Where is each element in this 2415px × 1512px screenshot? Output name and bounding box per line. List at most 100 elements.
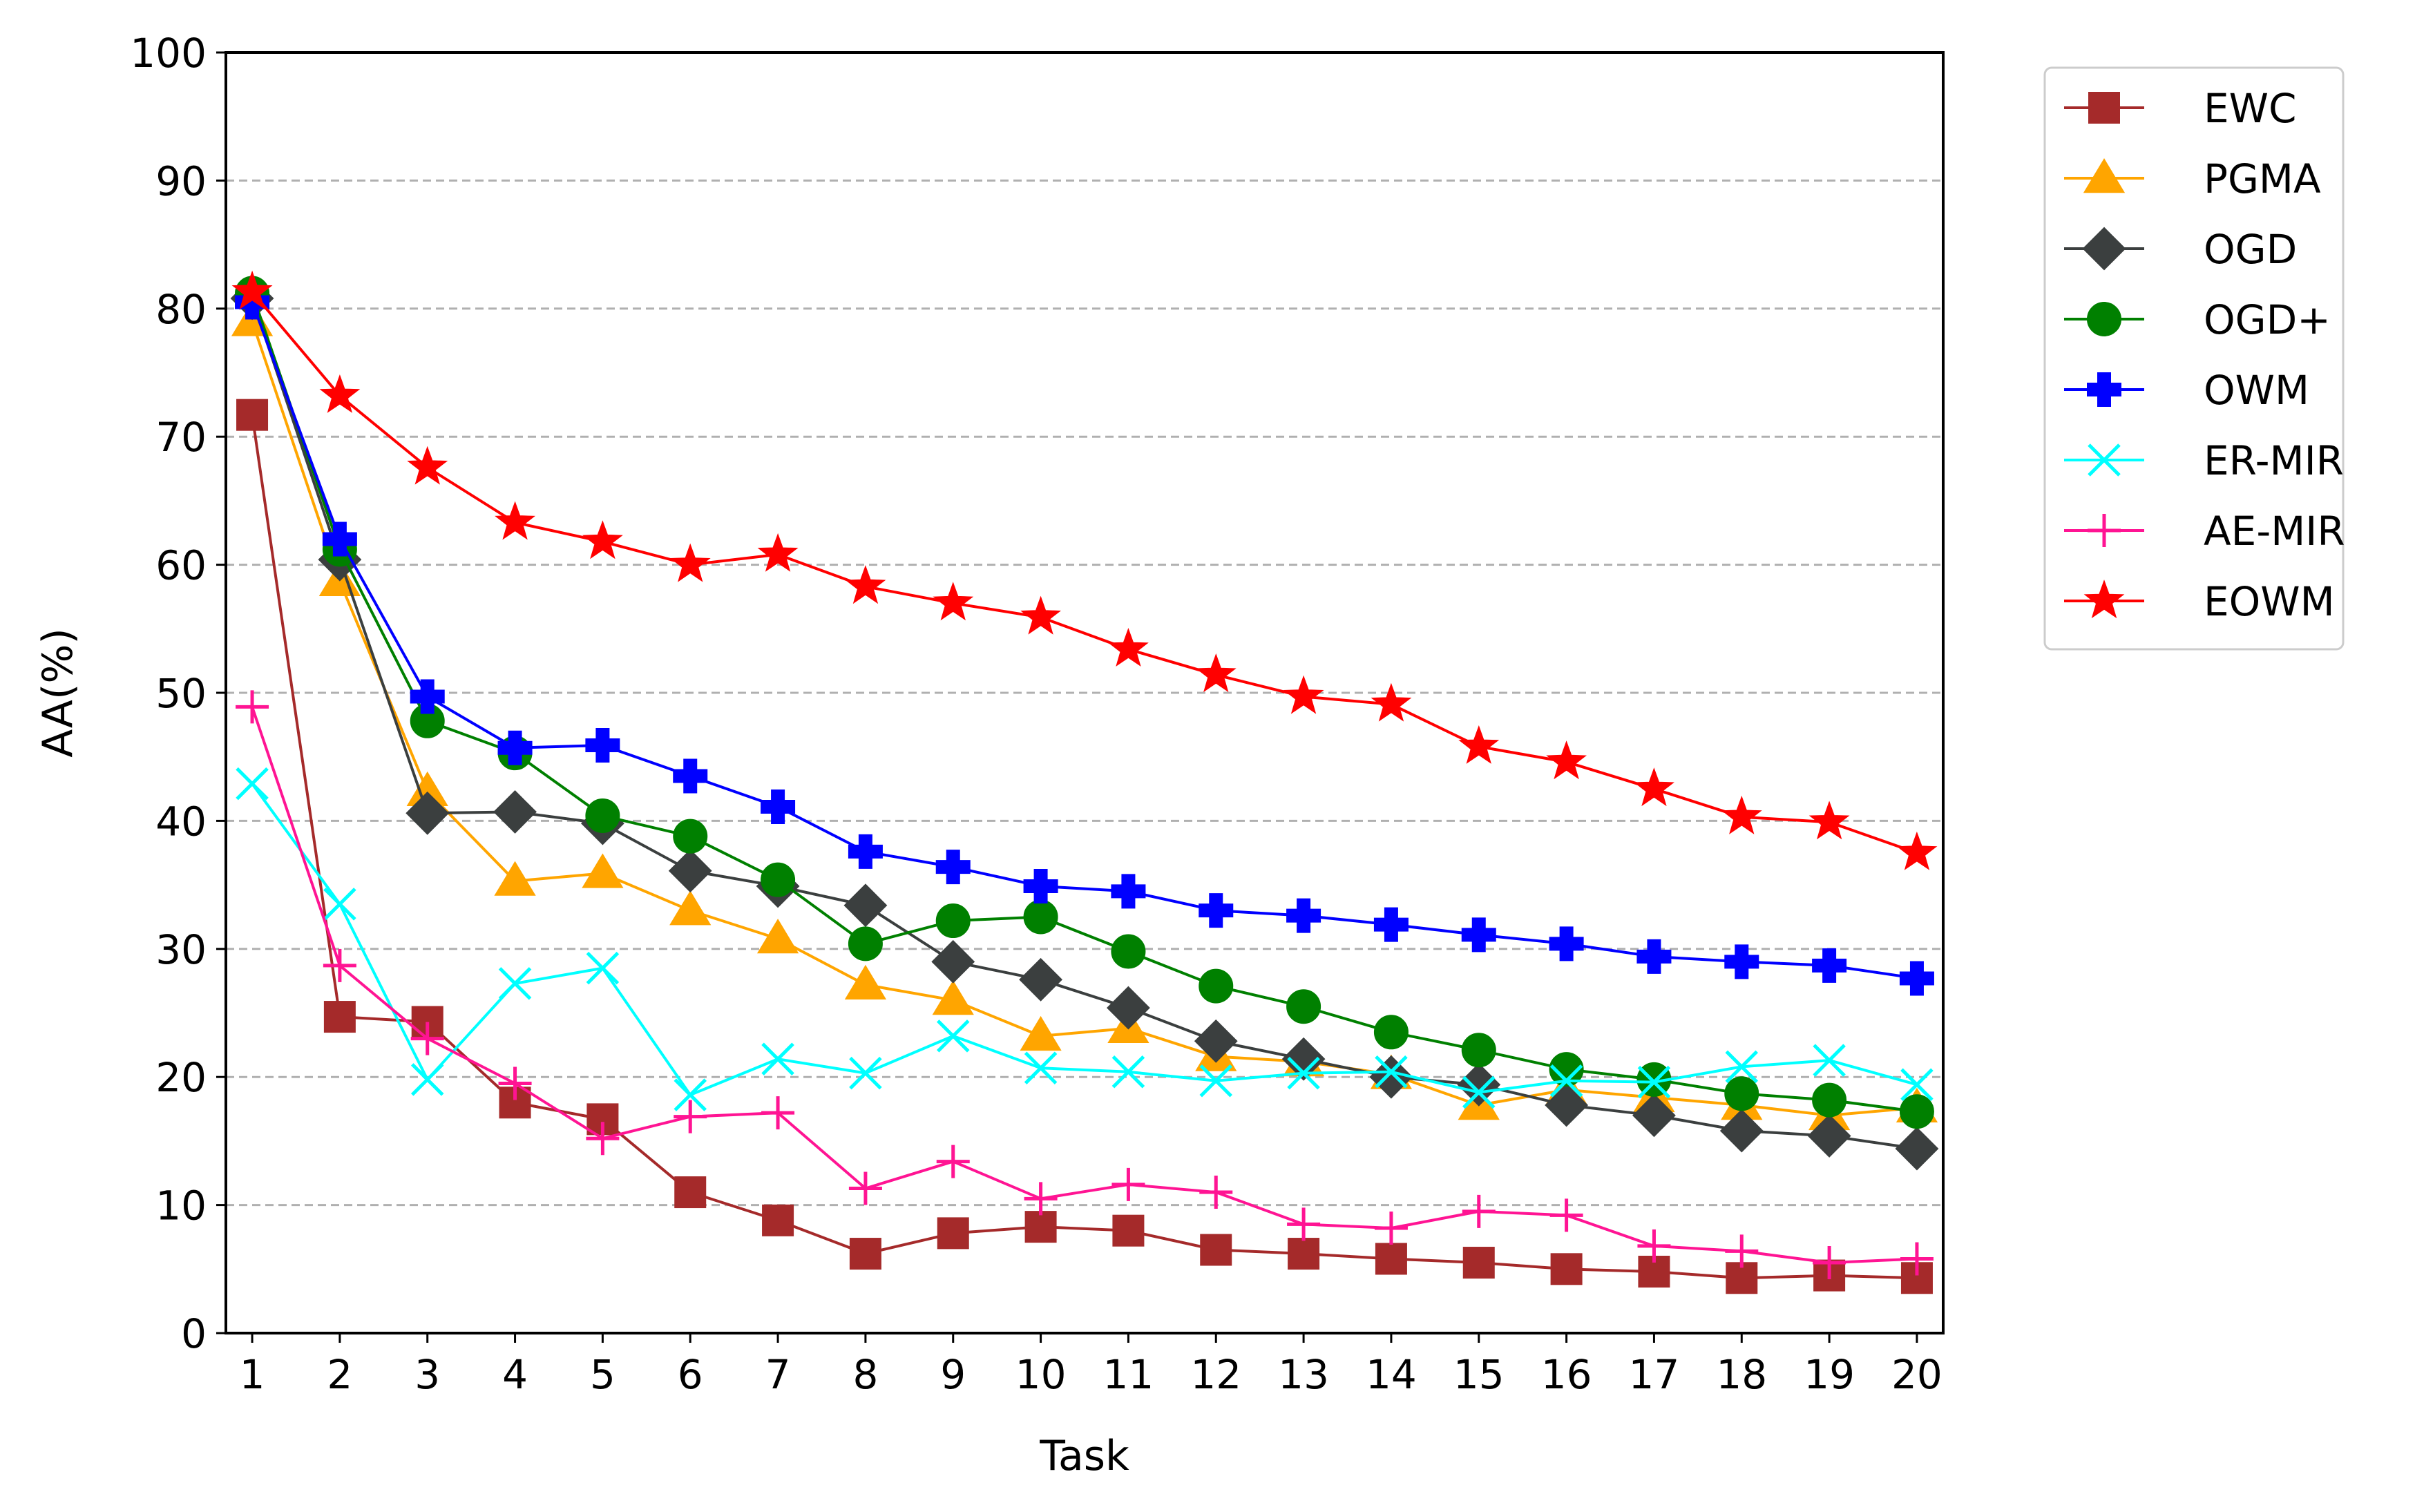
x-axis-label: Task	[1039, 1432, 1129, 1480]
x-tick-label: 10	[1015, 1351, 1067, 1398]
x-tick-label: 5	[590, 1351, 615, 1398]
data-point-ogd	[1545, 1083, 1589, 1127]
data-point-eowm	[407, 446, 448, 485]
x-tick-label: 12	[1190, 1351, 1241, 1398]
y-tick-label: 80	[155, 286, 207, 333]
data-point-ogd	[1281, 1037, 1326, 1081]
data-point-eowm	[1371, 682, 1412, 722]
x-tick-label: 9	[940, 1351, 966, 1398]
data-point-ae-mir	[586, 1122, 620, 1156]
series-line-ae-mir	[251, 706, 1918, 1265]
data-point-ewc	[236, 399, 269, 431]
data-point-er-mir	[1287, 1056, 1320, 1090]
data-point-er-mir	[1375, 1055, 1408, 1089]
data-point-ae-mir	[236, 690, 269, 724]
x-tick-label: 2	[327, 1351, 352, 1398]
data-point-ae-mir	[1374, 1211, 1408, 1245]
data-point-ogd	[1807, 1114, 1851, 1158]
data-point-ae-mir	[1637, 1229, 1671, 1263]
legend-label-er-mir: ER-MIR	[2204, 437, 2344, 484]
x-tick-label: 8	[852, 1351, 878, 1398]
data-point-owm	[935, 850, 971, 885]
data-point-ae-mir	[1900, 1242, 1934, 1276]
y-tick-label: 50	[155, 670, 207, 717]
data-point-ogd	[1019, 957, 1062, 1002]
legend-marker-ogd	[2082, 227, 2126, 271]
data-point-ewc	[323, 1001, 356, 1033]
data-point-er-mir	[1813, 1044, 1846, 1077]
data-point-pgma	[582, 853, 624, 888]
data-point-ae-mir	[1462, 1194, 1496, 1228]
data-point-eowm	[669, 543, 711, 582]
legend-item-er-mir: ER-MIR	[2064, 437, 2344, 484]
data-point-owm	[1023, 868, 1058, 903]
data-point-owm	[1724, 944, 1759, 979]
legend-label-eowm: EOWM	[2204, 578, 2335, 625]
legend-label-ewc: EWC	[2204, 85, 2297, 132]
legend-marker-pgma	[2083, 158, 2126, 193]
legend-item-ae-mir: AE-MIR	[2064, 508, 2345, 555]
data-point-ae-mir	[936, 1145, 970, 1178]
y-tick-label: 100	[130, 30, 207, 77]
data-point-eowm	[1896, 831, 1938, 870]
data-point-er-mir	[1900, 1068, 1934, 1102]
series-line-er-mir	[251, 783, 1918, 1097]
data-point-ewc	[1200, 1234, 1232, 1266]
data-point-eowm	[757, 533, 799, 572]
data-point-eowm	[1020, 595, 1061, 635]
data-point-ewc	[1550, 1253, 1583, 1285]
data-point-owm	[1636, 939, 1672, 974]
legend-label-ogd-: OGD+	[2204, 296, 2331, 343]
data-point-er-mir	[674, 1078, 707, 1111]
data-point-owm	[410, 679, 445, 714]
data-point-ae-mir	[1199, 1176, 1233, 1209]
legend-item-pgma: PGMA	[2064, 155, 2321, 202]
y-tick-label: 0	[181, 1310, 207, 1357]
data-point-owm	[322, 521, 357, 557]
data-point-ewc	[849, 1238, 881, 1270]
data-point-er-mir	[410, 1063, 444, 1096]
data-point-eowm	[582, 520, 623, 559]
data-point-er-mir	[1024, 1051, 1058, 1084]
data-point-ewc	[937, 1217, 969, 1250]
data-point-er-mir	[1199, 1064, 1233, 1098]
data-point-ogd-	[761, 862, 796, 897]
x-tick-label: 16	[1541, 1351, 1592, 1398]
data-point-ogd-	[1286, 989, 1321, 1024]
data-point-ae-mir	[1725, 1234, 1759, 1268]
series-ae-mir	[236, 690, 1934, 1280]
data-point-ogd	[843, 883, 888, 928]
data-point-eowm	[1546, 740, 1587, 780]
data-point-eowm	[1195, 653, 1237, 693]
x-tick-label: 6	[678, 1351, 703, 1398]
legend-label-owm: OWM	[2204, 367, 2309, 414]
series-eowm	[231, 270, 1938, 870]
legend-marker-owm	[2087, 372, 2121, 407]
series-er-mir	[236, 767, 1934, 1111]
data-point-ogd-	[1199, 968, 1234, 1004]
y-tick-label: 10	[155, 1183, 207, 1229]
series-owm	[235, 285, 1934, 996]
data-point-ae-mir	[761, 1096, 795, 1130]
data-point-ewc	[674, 1176, 707, 1209]
x-tick-label: 7	[765, 1351, 791, 1398]
data-point-ogd-	[1023, 899, 1058, 935]
x-tick-label: 20	[1891, 1351, 1942, 1398]
data-point-er-mir	[936, 1020, 970, 1053]
data-point-ogd-	[1899, 1094, 1934, 1129]
data-point-ogd	[668, 849, 712, 893]
data-point-owm	[1286, 898, 1321, 933]
data-point-ogd	[1369, 1055, 1413, 1099]
data-point-ae-mir	[1287, 1207, 1321, 1241]
data-point-pgma	[669, 890, 712, 926]
data-point-ogd-	[1724, 1076, 1759, 1111]
data-point-pgma	[756, 919, 799, 954]
data-point-ae-mir	[1111, 1167, 1145, 1201]
data-point-er-mir	[1725, 1050, 1759, 1084]
data-point-ogd-	[848, 926, 883, 961]
legend-marker-eowm	[2083, 580, 2125, 619]
y-tick-label: 20	[155, 1054, 207, 1101]
data-point-eowm	[1283, 675, 1324, 714]
data-point-er-mir	[323, 888, 356, 921]
